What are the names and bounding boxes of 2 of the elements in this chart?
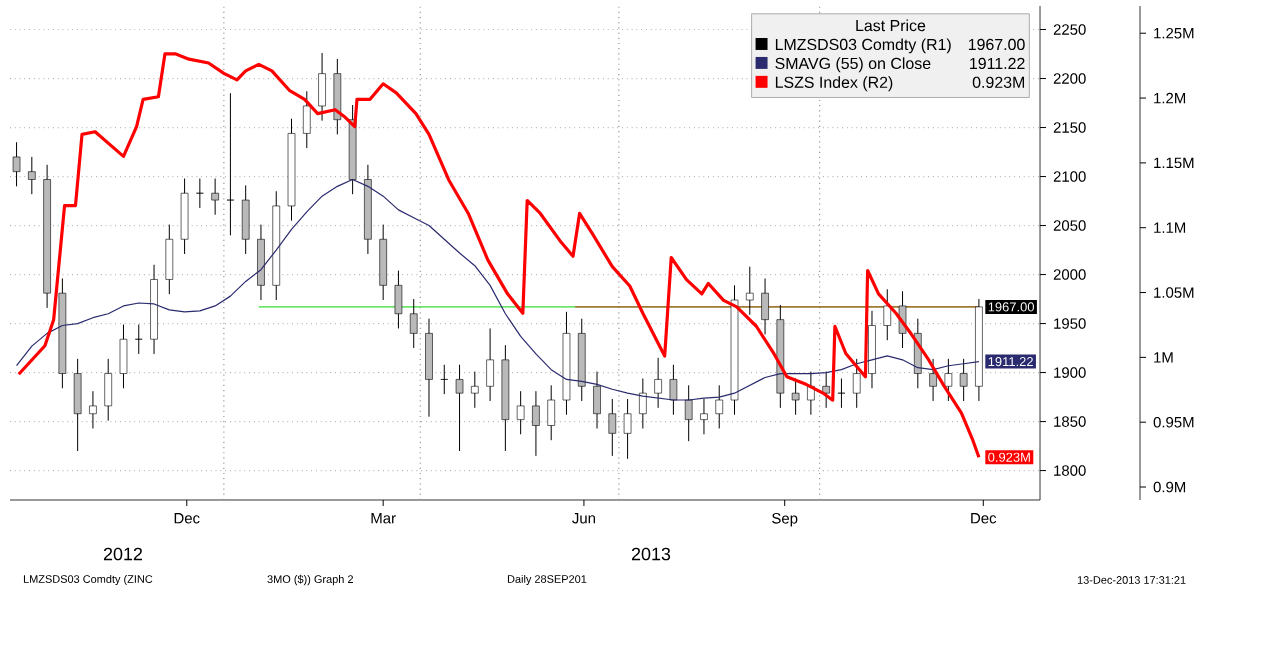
text: 2013 <box>631 547 671 561</box>
text: 2012 <box>103 547 143 561</box>
